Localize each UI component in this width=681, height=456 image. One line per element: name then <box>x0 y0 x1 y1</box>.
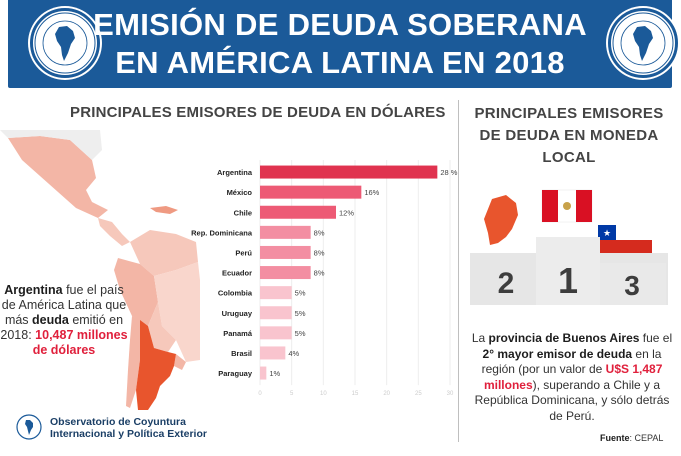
chart-bar <box>260 366 267 380</box>
chart-category-label: Colombia <box>218 289 253 298</box>
source-value: : CEPAL <box>629 433 664 443</box>
chart-category-label: México <box>227 188 253 197</box>
chart-bar <box>260 225 311 239</box>
chart-bar <box>260 266 311 280</box>
callout-text-1: fue el país de América Latina que más <box>1 283 127 327</box>
map-caribbean <box>150 206 178 214</box>
observatory-seal-logo <box>30 8 100 78</box>
chart-category-label: Rep. Dominicana <box>191 228 253 237</box>
chart-x-tick-label: 15 <box>352 391 359 397</box>
chart-bar <box>260 306 292 320</box>
peru-flag <box>541 189 593 223</box>
source-note: Fuente: CEPAL <box>600 433 663 443</box>
desc-part-a: La <box>471 331 489 345</box>
chart-category-label: Argentina <box>217 168 253 177</box>
chart-value-label: 5% <box>295 329 306 338</box>
chart-value-label: 8% <box>314 269 325 278</box>
chart-value-label: 8% <box>314 248 325 257</box>
desc-part-e: en la región (por un valor de <box>481 346 662 377</box>
chart-x-tick-label: 0 <box>258 391 262 397</box>
observatory-seal-logo-right <box>608 8 678 78</box>
chart-category-label: Panamá <box>223 329 253 338</box>
chart-value-label: 28 % <box>440 168 457 177</box>
local-currency-panel-title: PRINCIPALES EMISORES DE DEUDA EN MONEDA … <box>474 105 664 166</box>
map-argentina <box>136 320 176 410</box>
chart-bar <box>260 245 311 259</box>
chart-x-tick-label: 25 <box>415 391 422 397</box>
chart-value-label: 16% <box>364 188 379 197</box>
chart-value-label: 5% <box>295 309 306 318</box>
chart-x-tick-label: 5 <box>290 391 294 397</box>
map-bolivia-paraguay <box>148 302 176 352</box>
title-line-2: EN AMÉRICA LATINA EN 2018 <box>115 45 565 80</box>
chart-bar <box>260 165 438 179</box>
chart-value-label: 5% <box>295 289 306 298</box>
chart-value-label: 8% <box>314 228 325 237</box>
map-brazil <box>154 262 200 362</box>
chart-bar <box>260 286 292 300</box>
header-banner: EMISIÓN DE DEUDA SOBERANA EN AMÉRICA LAT… <box>8 0 678 88</box>
chart-category-label: Paraguay <box>218 369 253 378</box>
chart-value-label: 1% <box>269 369 280 378</box>
map-usa-border <box>0 130 102 160</box>
map-ecuador-peru <box>114 258 158 326</box>
desc-part-d: 2° mayor emisor de deuda <box>482 346 633 361</box>
chart-bar <box>260 346 286 360</box>
map-mexico <box>8 136 108 218</box>
podium-step-3 <box>600 263 666 305</box>
panel-divider <box>458 100 459 442</box>
chart-category-label: Brasil <box>231 349 252 358</box>
dollar-debt-bar-chart: 0 5 10 15 20 25 30 Argentina 28 % México 16% Chile 1… <box>191 160 458 397</box>
callout-emphasis: deuda <box>32 313 69 327</box>
callout-text-2: emitió en 2018: <box>0 313 124 342</box>
map-uruguay <box>174 354 186 370</box>
chart-bar <box>260 326 292 340</box>
map-colombia-venezuela <box>130 230 198 276</box>
desc-part-f: U$S 1,487 millones <box>483 362 663 392</box>
podium-label-2: 2 <box>498 267 515 300</box>
map-central-america <box>98 218 130 246</box>
chart-category-label: Ecuador <box>222 269 252 278</box>
chart-value-label: 12% <box>339 208 354 217</box>
chart-bar <box>260 185 362 199</box>
podium-label-1: 1 <box>558 260 578 301</box>
callout-country: Argentina <box>4 283 63 297</box>
chart-x-tick-label: 30 <box>447 391 454 397</box>
desc-part-b: provincia de Buenos Aires <box>488 331 640 345</box>
argentina-callout: Argentina fue el país de América Latina … <box>0 283 128 358</box>
podium-step-1 <box>536 237 600 305</box>
chile-flag: ★ <box>598 225 652 255</box>
chart-category-label: Chile <box>234 208 252 217</box>
source-label: Fuente <box>600 433 630 443</box>
title-line-1: EMISIÓN DE DEUDA SOBERANA <box>93 7 587 42</box>
observatory-name-line-2: Internacional y Política Exterior <box>50 428 207 440</box>
latin-america-map <box>0 130 200 410</box>
observatory-name-line-1: Observatorio de Coyuntura <box>50 416 186 428</box>
buenos-aires-description: La provincia de Buenos Aires fue el 2° m… <box>470 331 674 424</box>
buenos-aires-province-shape <box>484 195 518 245</box>
chart-category-label: Uruguay <box>222 309 253 318</box>
map-chile <box>126 316 140 408</box>
chart-value-label: 4% <box>288 349 299 358</box>
dollar-debt-panel-title: PRINCIPALES EMISORES DE DEUDA EN DÓLARES <box>70 104 446 121</box>
chart-x-tick-label: 10 <box>320 391 327 397</box>
observatory-name: Observatorio de Coyuntura Internacional … <box>50 416 207 440</box>
desc-part-c: fue el <box>639 331 673 345</box>
chart-category-label: Perú <box>235 248 252 257</box>
chart-x-tick-label: 20 <box>383 391 390 397</box>
callout-amount: 10,487 millones de dólares <box>32 328 128 357</box>
podium-label-3: 3 <box>624 270 640 301</box>
chart-bar <box>260 205 336 219</box>
svg-text:★: ★ <box>603 229 611 239</box>
local-currency-podium: ★ 2 1 3 <box>470 189 668 305</box>
observatory-footer-logo <box>16 414 42 440</box>
desc-part-g: ), superando a Chile y a República Domin… <box>474 377 670 423</box>
